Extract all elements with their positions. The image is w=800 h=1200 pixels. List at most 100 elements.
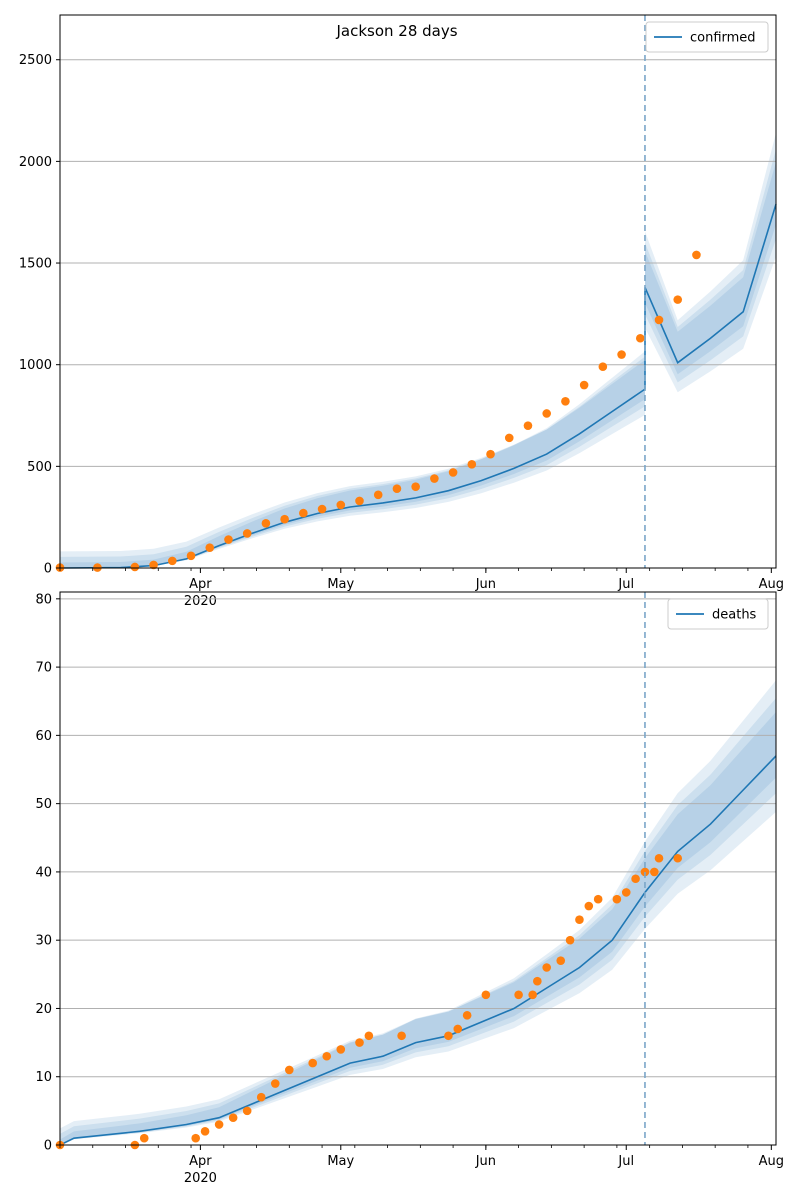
observed-point [256,1092,266,1102]
observed-point [448,468,458,477]
observed-point [533,976,542,986]
y-tick-label: 70 [35,661,52,676]
x-tick-label: Jun [475,577,496,592]
observed-point [504,433,514,443]
observed-point [397,1031,406,1041]
observed-point [575,915,584,925]
observed-point [692,250,701,260]
uncertainty-band [60,712,776,1145]
y-tick-label: 60 [35,729,52,744]
observed-point [285,1065,294,1075]
observed-point [242,529,252,538]
observed-point [565,935,575,945]
observed-point [579,380,589,390]
observed-point [617,350,626,359]
observed-point [149,560,158,570]
x-tick-label: May [327,577,354,592]
observed-point [317,504,327,514]
observed-point [214,1120,224,1129]
x-tick-label: Jul [617,577,634,592]
observed-point [336,500,346,510]
legend-box [645,21,769,53]
legend-label: confirmed [690,31,756,46]
observed-point [486,449,495,459]
observed-point [621,888,631,897]
y-tick-label: 2000 [19,155,52,170]
observed-point [635,333,645,343]
observed-point [261,518,271,528]
y-tick-label: 80 [35,592,52,607]
observed-point [481,990,491,1000]
observed-point [556,956,566,965]
observed-point [631,874,640,884]
observed-point [673,295,683,304]
observed-point [336,1045,346,1054]
x-tick-label: Jul [617,1154,634,1169]
axes-frame [59,591,777,1146]
observed-point [462,1010,472,1020]
observed-point [130,562,140,572]
observed-point [514,990,523,1000]
observed-point [542,409,551,418]
observed-point [561,396,570,406]
observed-point [542,963,551,972]
observed-point [467,460,477,469]
legend-label: deaths [712,608,757,623]
x-tick-label: Apr [189,577,212,592]
x-tick-label: May [327,1154,354,1169]
y-tick-label: 1000 [19,358,52,373]
observed-point [584,901,594,911]
confirmed-panel: Jackson 28 days 0 500 1000 1500 2000 2500 Apr 2… [19,14,784,609]
observed-point [139,1133,149,1143]
y-tick-label: 0 [44,562,52,577]
y-tick-label: 40 [35,865,52,880]
y-tick-label: 0 [44,1139,52,1154]
observed-point [200,1127,210,1136]
observed-point [364,1031,374,1041]
observed-point [453,1024,463,1034]
observed-point [598,362,608,372]
chart-title: Jackson 28 days [335,22,457,40]
uncertainty-band [60,698,776,1145]
observed-point [612,894,622,904]
x-tick-label: Aug [759,577,784,592]
observed-point [242,1106,252,1116]
observed-point [430,474,439,483]
observed-point [355,1038,364,1047]
observed-point [392,484,402,494]
observed-point [411,482,420,491]
observed-point [186,551,196,561]
series-line-deaths [59,755,777,1146]
observed-point [528,990,537,1000]
legend-box [667,598,769,630]
x-tick-sublabel: 2020 [184,594,217,609]
observed-point [308,1058,318,1068]
x-tick-label: Apr [189,1154,212,1169]
observed-point [191,1133,201,1143]
series-line-confirmed [59,203,777,569]
x-tick-label: Aug [759,1154,784,1169]
x-tick-label: Jun [475,1154,496,1169]
observed-point [654,853,664,863]
y-tick-label: 1500 [19,257,52,272]
observed-point [650,867,659,877]
y-tick-label: 10 [35,1070,52,1085]
x-tick-sublabel: 2020 [184,1171,217,1186]
observed-point [280,514,289,524]
axes-frame [59,14,777,569]
observed-point [224,535,233,544]
observed-point [373,490,383,500]
uncertainty-band [60,680,776,1145]
deaths-panel: 0 10 20 30 40 50 60 70 80 Apr 2020 May Jun Jul Aug deat… [35,591,784,1186]
observed-point [168,556,177,566]
observed-point [640,867,650,877]
observed-point [654,315,664,325]
observed-point [355,496,364,506]
observed-point [270,1079,280,1088]
y-tick-label: 50 [35,797,52,812]
observed-point [228,1113,238,1122]
observed-point [205,543,215,552]
observed-point [299,508,308,518]
y-tick-label: 500 [27,460,52,475]
